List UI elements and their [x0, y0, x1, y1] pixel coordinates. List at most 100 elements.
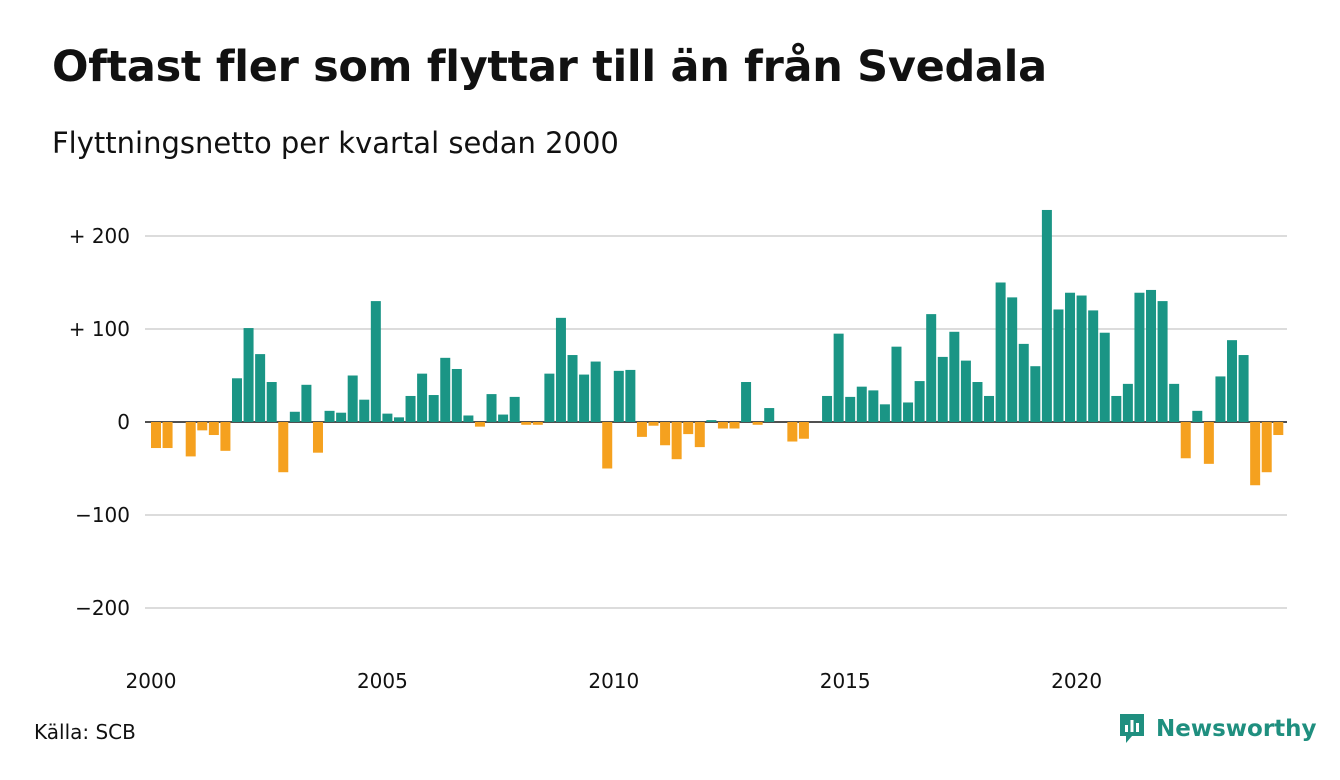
bar [579, 374, 590, 422]
brand-name: Newsworthy [1156, 716, 1317, 742]
bar [498, 414, 509, 422]
source-note: Källa: SCB [34, 720, 136, 744]
bar [648, 422, 659, 426]
bar [741, 382, 752, 422]
bar [1261, 422, 1272, 473]
bar [324, 410, 335, 422]
bar [555, 317, 566, 422]
bar [787, 422, 798, 442]
chart-subtitle: Flyttningsnetto per kvartal sedan 2000 [52, 126, 619, 160]
bar [717, 422, 728, 429]
bar [405, 395, 416, 422]
bar [903, 402, 914, 422]
bar [984, 395, 995, 422]
x-tick-label: 2000 [126, 669, 177, 693]
bar [613, 370, 624, 422]
x-axis-labels: 2000 2005 2010 2015 2020 [126, 669, 1103, 693]
bar [440, 357, 451, 422]
bar [671, 422, 682, 460]
bar [336, 412, 347, 422]
bar-chart-speech-bubble-icon [1120, 714, 1144, 743]
bar [1065, 292, 1076, 422]
bar [752, 422, 763, 425]
bar [833, 333, 844, 422]
bar [370, 301, 381, 422]
bar [1007, 297, 1018, 422]
bar [1169, 383, 1180, 422]
bar [590, 361, 601, 422]
y-tick-label: −100 [75, 503, 130, 527]
bar [1227, 340, 1238, 422]
bar [1273, 422, 1284, 436]
bar [683, 422, 694, 435]
bar [636, 422, 647, 437]
bar [266, 382, 277, 422]
bar [729, 422, 740, 429]
bar [764, 408, 775, 422]
bar [185, 422, 196, 457]
bar [359, 399, 370, 422]
bar [660, 422, 671, 446]
bar [151, 422, 161, 449]
bars [151, 209, 1284, 486]
bar [220, 422, 231, 451]
bar [197, 422, 208, 431]
bar [1122, 383, 1133, 422]
bar [1238, 355, 1249, 422]
bar [1030, 366, 1041, 422]
x-tick-label: 2015 [820, 669, 871, 693]
bar [1192, 410, 1203, 422]
bar [289, 411, 300, 422]
bar [706, 420, 717, 422]
newsworthy-logo: Newsworthy [1118, 712, 1317, 746]
bar [868, 390, 879, 422]
bar [1134, 292, 1145, 422]
bar [1041, 209, 1052, 422]
bar [1111, 395, 1122, 422]
bar [1088, 310, 1099, 422]
bar [1099, 332, 1110, 422]
bar [312, 422, 323, 453]
bar [162, 422, 173, 449]
chart-title: Oftast fler som flyttar till än från Sve… [52, 42, 1047, 92]
bar [949, 331, 960, 422]
bar [1157, 301, 1168, 422]
bar [1215, 376, 1226, 422]
bar [231, 378, 242, 422]
bar [822, 395, 833, 422]
bar [301, 384, 312, 422]
bar [486, 394, 497, 422]
bar [1180, 422, 1191, 459]
bar [694, 422, 705, 448]
y-tick-label: + 100 [69, 317, 130, 341]
bar [845, 396, 856, 422]
x-tick-label: 2020 [1051, 669, 1102, 693]
bar [451, 368, 462, 422]
bar [926, 314, 937, 422]
bar [995, 282, 1006, 422]
bar [856, 386, 867, 422]
bar [521, 422, 532, 425]
bar [972, 382, 983, 422]
bar [278, 422, 289, 473]
bar [428, 395, 439, 422]
bar [463, 415, 474, 422]
bar [1076, 295, 1087, 422]
y-axis-labels: + 200 + 100 0 −100 −200 [69, 224, 130, 620]
y-tick-label: −200 [75, 596, 130, 620]
bar [567, 355, 578, 422]
bar [382, 413, 393, 422]
bar [393, 417, 404, 422]
x-tick-label: 2005 [357, 669, 408, 693]
bar [417, 373, 428, 422]
bar [347, 375, 358, 422]
bar [1146, 289, 1157, 422]
y-tick-label: 0 [117, 410, 130, 434]
bar [602, 422, 613, 469]
bar [879, 404, 890, 422]
bar [891, 346, 902, 422]
bar [960, 360, 971, 422]
bar [255, 354, 266, 422]
bar [625, 369, 636, 422]
